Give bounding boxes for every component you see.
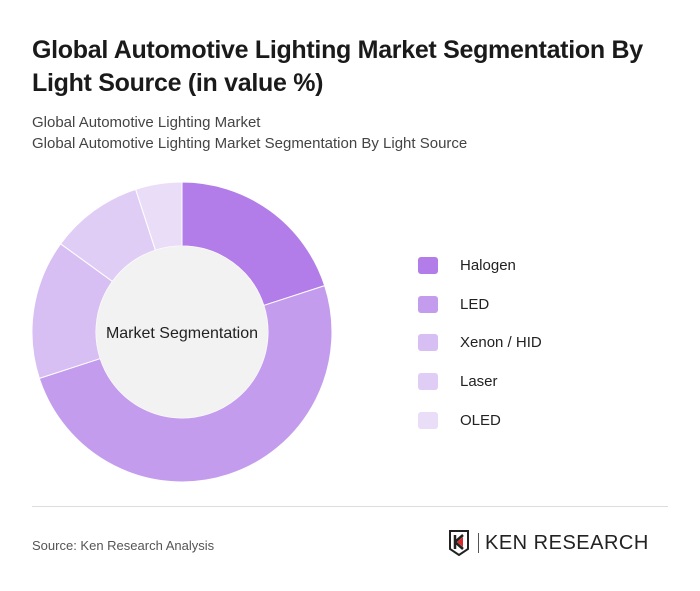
chart-title: Global Automotive Lighting Market Segmen… bbox=[32, 36, 643, 97]
legend-swatch bbox=[418, 334, 438, 352]
legend-label: OLED bbox=[460, 411, 501, 429]
legend-item[interactable]: Halogen bbox=[418, 246, 542, 285]
legend-item[interactable]: OLED bbox=[418, 401, 542, 440]
ken-logo-icon bbox=[449, 530, 469, 556]
subtitle-segmentation: Global Automotive Lighting Market Segmen… bbox=[32, 135, 468, 152]
subtitle-market: Global Automotive Lighting Market bbox=[32, 114, 261, 131]
legend-label: LED bbox=[460, 295, 490, 313]
legend-swatch bbox=[418, 372, 438, 390]
ken-research-logo: KEN RESEARCH bbox=[448, 530, 649, 556]
legend-label: Halogen bbox=[460, 256, 516, 274]
divider bbox=[32, 506, 668, 507]
legend-swatch bbox=[418, 256, 438, 274]
logo-text: KEN RESEARCH bbox=[478, 533, 649, 553]
legend-swatch bbox=[418, 411, 438, 429]
source-note: Source: Ken Research Analysis bbox=[32, 538, 215, 553]
legend-swatch bbox=[418, 295, 438, 313]
center-label: Market Segmentation bbox=[106, 325, 258, 342]
legend-label: Laser bbox=[460, 372, 498, 390]
legend-item[interactable]: LED bbox=[418, 285, 542, 324]
donut-center bbox=[96, 246, 268, 418]
legend-item[interactable]: Xenon / HID bbox=[418, 323, 542, 362]
legend: Halogen LED Xenon / HID Laser OLED bbox=[418, 246, 542, 439]
donut-chart: Market Segmentation bbox=[31, 181, 333, 483]
legend-label: Xenon / HID bbox=[460, 334, 542, 352]
legend-item[interactable]: Laser bbox=[418, 362, 542, 401]
